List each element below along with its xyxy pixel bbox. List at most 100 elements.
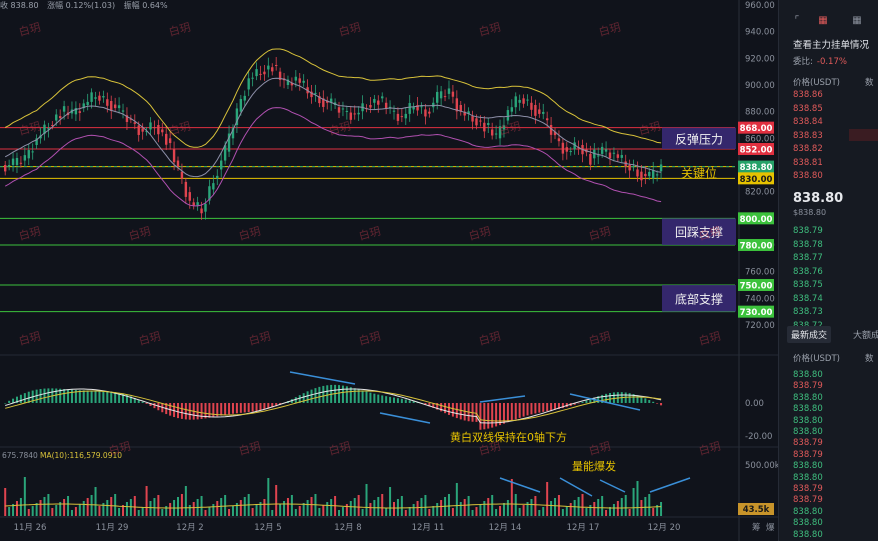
volume-bar: [471, 510, 474, 516]
trend-arrow: [289, 371, 356, 385]
candle-body: [424, 109, 427, 117]
volume-bar: [67, 496, 70, 516]
ask-row[interactable]: 838.81: [793, 157, 823, 168]
ask-row[interactable]: 838.86: [793, 90, 823, 100]
volume-bar: [220, 498, 223, 516]
candle-body: [357, 112, 360, 115]
volume-bar: [12, 504, 15, 516]
candle-body: [542, 111, 545, 114]
bid-row[interactable]: 838.78: [793, 239, 823, 250]
bid-row[interactable]: 838.79: [793, 226, 823, 236]
volume-bar: [283, 501, 286, 516]
ask-row[interactable]: 838.83: [793, 130, 823, 141]
candle-body: [412, 106, 415, 110]
volume-bar: [212, 504, 215, 516]
bookmark-icon[interactable]: ⌜: [794, 15, 800, 26]
volume-bar: [39, 500, 42, 516]
candle-body: [381, 96, 384, 99]
candle-body: [290, 82, 294, 86]
candle-body: [514, 96, 517, 108]
volume-ma-line: [5, 503, 662, 509]
bid-row[interactable]: 838.75: [793, 280, 823, 290]
volume-bar: [522, 505, 525, 516]
bid-row[interactable]: 838.72: [793, 321, 823, 331]
price-tag-label: 780.00: [740, 241, 773, 251]
amplitude-value: 振幅 0.64%: [123, 1, 168, 10]
view-grid-icon[interactable]: ▦: [852, 15, 862, 26]
ratio-label: 委比:: [793, 57, 813, 67]
bid-row[interactable]: 838.76: [793, 266, 823, 277]
candle-body: [161, 129, 164, 133]
candle-body: [408, 103, 411, 114]
volume-bar: [620, 498, 623, 516]
trade-row: 838.79: [793, 495, 823, 506]
zone-label: 反弹压力: [675, 132, 723, 146]
candle-body: [573, 142, 576, 150]
trend-arrow: [479, 395, 526, 403]
watermark-text: 白玥: [587, 329, 612, 348]
volume-bar: [255, 505, 258, 516]
ask-row[interactable]: 838.82: [793, 144, 823, 154]
candle-body: [141, 128, 144, 132]
candle-body: [479, 120, 482, 122]
date-tick-label: 12月 14: [489, 523, 522, 533]
ask-row[interactable]: 838.80: [793, 171, 823, 181]
macd-histogram-bar: [526, 403, 529, 416]
ask-row[interactable]: 838.84: [793, 117, 823, 127]
candle-body: [133, 122, 136, 124]
bid-row[interactable]: 838.73: [793, 307, 823, 317]
candle-body: [608, 152, 612, 159]
tab-large-trades[interactable]: 大额成: [853, 331, 878, 341]
bid-row[interactable]: 838.74: [793, 293, 823, 304]
candle-body: [55, 114, 58, 121]
volume-arrow: [599, 479, 626, 493]
watermark-text: 白玥: [587, 439, 612, 458]
volume-bar: [208, 507, 211, 516]
macd-histogram-bar: [550, 403, 553, 411]
macd-histogram-bar: [447, 403, 450, 415]
candle-body: [341, 108, 345, 110]
macd-histogram-bar: [15, 396, 18, 403]
macd-histogram-bar: [365, 391, 368, 403]
candle-body: [530, 102, 533, 110]
volume-bar: [628, 509, 631, 516]
candle-body: [416, 104, 419, 111]
macd-histogram-bar: [451, 403, 454, 417]
candle-body: [208, 186, 211, 201]
volume-bar: [55, 505, 58, 516]
ask-row[interactable]: 838.85: [793, 103, 823, 114]
watermark-text: 白玥: [17, 329, 42, 348]
trades-tabs: 最新成交 大额成: [779, 326, 878, 344]
macd-histogram-bar: [78, 390, 81, 403]
candle-body: [235, 108, 239, 125]
tab-latest-trades[interactable]: 最新成交: [787, 326, 832, 343]
macd-histogram-bar: [63, 389, 66, 403]
macd-histogram-bar: [581, 401, 584, 403]
price-chart[interactable]: 收 838.80 涨幅 0.12%(1.03) 振幅 0.64% 960.00 9…: [0, 0, 778, 541]
candle-body: [589, 153, 592, 165]
candle-body: [129, 118, 133, 120]
volume-bar: [436, 503, 439, 516]
candle-body: [106, 99, 109, 106]
view-both-icon[interactable]: ▦: [818, 15, 828, 26]
volume-bar: [114, 494, 117, 516]
volume-arrow: [559, 477, 593, 497]
macd-histogram-bar: [648, 400, 651, 403]
candle-body: [94, 97, 97, 99]
macd-histogram-bar: [561, 403, 564, 409]
candle-body: [487, 123, 490, 125]
candle-body: [510, 107, 514, 112]
macd-histogram-bar: [12, 398, 15, 403]
macd-histogram-bar: [212, 403, 215, 418]
order-book-title: 查看主力挂单情况: [793, 40, 870, 51]
candle-body: [255, 69, 258, 77]
bid-row[interactable]: 838.77: [793, 253, 823, 263]
volume-bar: [4, 488, 7, 516]
volume-bar: [467, 496, 470, 516]
candle-body: [506, 110, 510, 121]
volume-ma-label: MA(10):116,579.0910: [40, 451, 122, 460]
candle-body: [640, 171, 643, 181]
trend-arrow: [379, 412, 431, 424]
candle-body: [274, 64, 278, 66]
price-tick-label: 900.00: [745, 81, 775, 91]
